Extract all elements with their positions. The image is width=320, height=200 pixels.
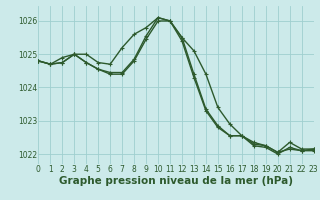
X-axis label: Graphe pression niveau de la mer (hPa): Graphe pression niveau de la mer (hPa) <box>59 176 293 186</box>
